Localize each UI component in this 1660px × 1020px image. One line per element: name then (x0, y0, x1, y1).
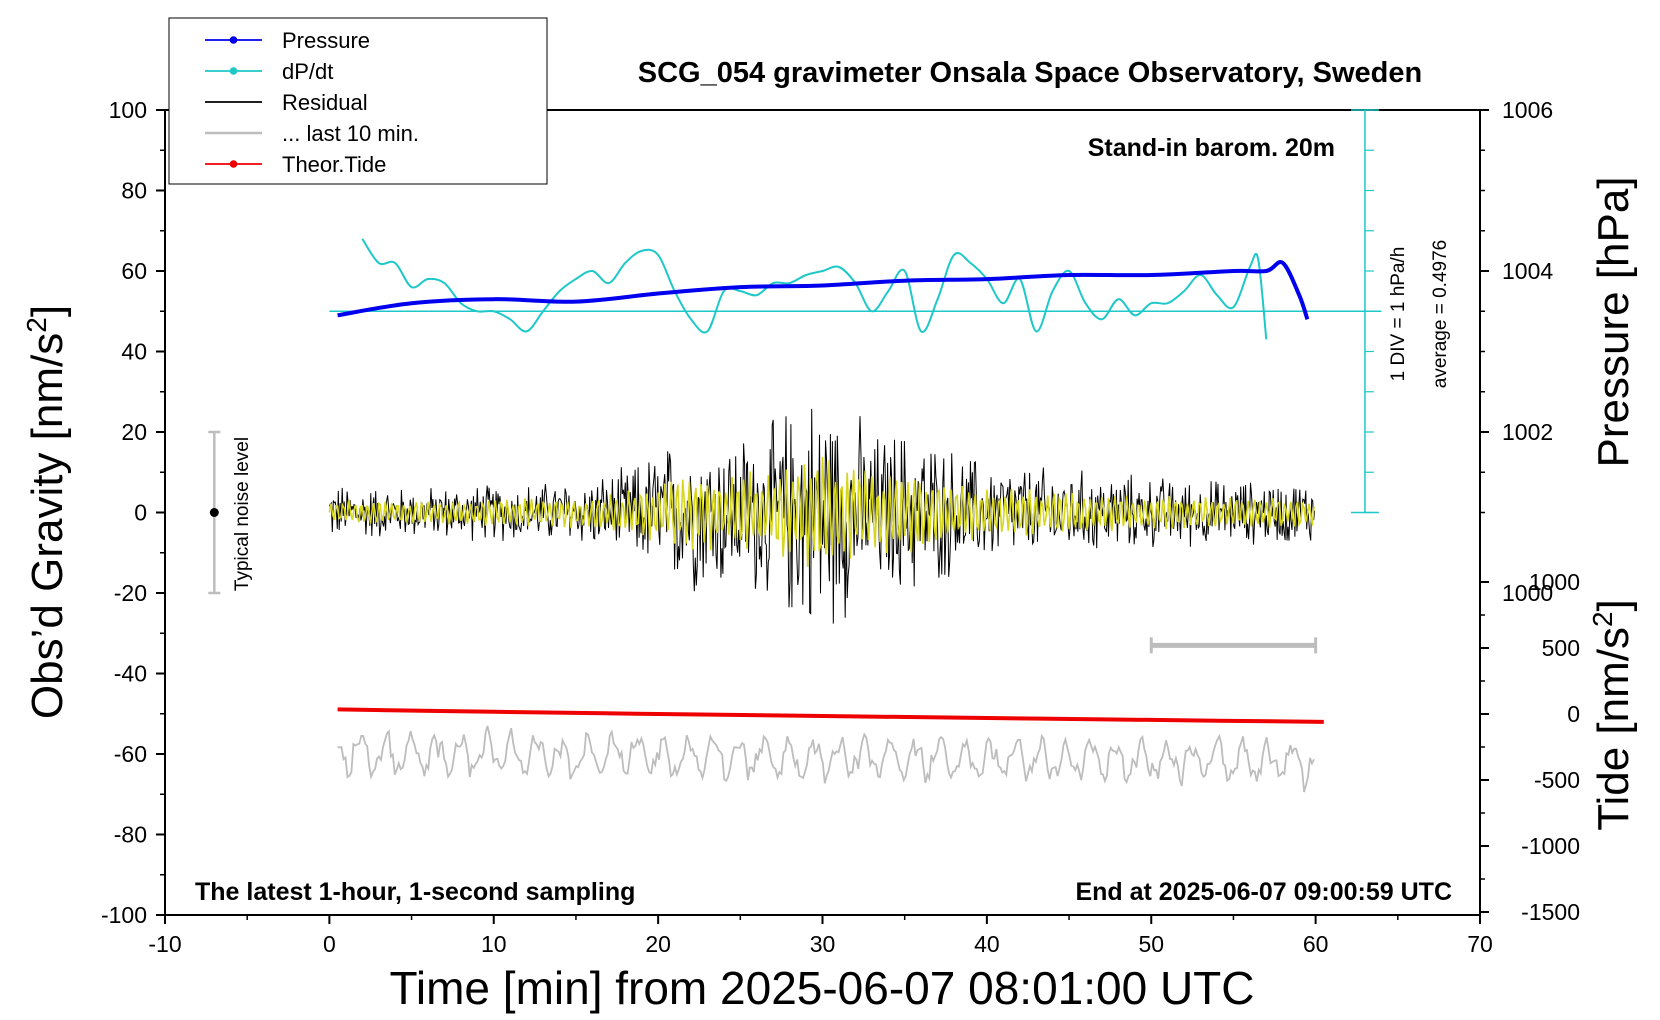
legend-label: Residual (282, 90, 368, 115)
last-10-min-line (337, 725, 1315, 793)
y-tick-label: 20 (121, 419, 147, 445)
legend-marker (229, 36, 238, 44)
legend-label: Pressure (282, 28, 370, 53)
y-tick-label: -80 (114, 822, 147, 848)
chart-title: SCG_054 gravimeter Onsala Space Observat… (638, 57, 1422, 89)
y-tick-label: -60 (114, 741, 147, 767)
x-tick-label: 20 (645, 931, 671, 957)
tide-tick-label: -500 (1534, 767, 1580, 793)
noise-label: Typical noise level (232, 437, 253, 591)
y-tick-label: -20 (114, 580, 147, 606)
tide-tick-label: -1500 (1521, 899, 1580, 925)
tide-tick-label: 500 (1542, 635, 1580, 661)
legend-marker (229, 67, 238, 75)
tide-axis-title: Tide [nm/s2] (1587, 599, 1638, 831)
y-tick-label: -40 (114, 661, 147, 687)
pressure-tick-label: 1004 (1502, 258, 1553, 284)
noise-center-dot (209, 508, 219, 517)
residual-filtered-line (328, 456, 1315, 567)
y-tick-label: 80 (121, 178, 147, 204)
x-tick-label: 50 (1138, 931, 1164, 957)
legend-label: Theor.Tide (282, 152, 386, 177)
legend: Pressure dP/dt Residual ... last 10 min. The… (168, 17, 548, 185)
theor-tide-line (337, 707, 1324, 724)
y-tick-label: 0 (134, 500, 147, 526)
barometer-note: Stand-in barom. 20m (1088, 134, 1335, 162)
y-tick-label: 100 (109, 97, 147, 123)
legend-label: ... last 10 min. (282, 121, 419, 146)
y-tick-label: 40 (121, 339, 147, 365)
legend-marker (229, 160, 238, 168)
tide-tick-label: -1000 (1521, 833, 1580, 859)
pressure-line (337, 260, 1310, 320)
x-tick-label: -10 (148, 931, 181, 957)
series-layer (208, 109, 1382, 793)
legend-box (168, 17, 548, 185)
latest-note: The latest 1-hour, 1-second sampling (195, 878, 635, 906)
div-label: 1 DIV = 1 hPa/h (1388, 247, 1409, 382)
dpdt-line (361, 238, 1268, 340)
x-axis-title: Time [min] from 2025-06-07 08:01:00 UTC (390, 962, 1255, 1014)
pressure-tick-label: 1000 (1502, 580, 1553, 606)
x-tick-label: 40 (974, 931, 1000, 957)
y-tick-label: -100 (101, 902, 147, 928)
tide-tick-label: 1000 (1529, 569, 1580, 595)
x-tick-label: 70 (1467, 931, 1493, 957)
end-note: End at 2025-06-07 09:00:59 UTC (1075, 878, 1452, 906)
tide-tick-label: 0 (1567, 701, 1580, 727)
y-tick-label: 60 (121, 258, 147, 284)
x-tick-label: 10 (481, 931, 507, 957)
pressure-axis-title: Pressure [hPa] (1589, 176, 1638, 467)
x-tick-label: 30 (810, 931, 836, 957)
x-tick-label: 60 (1303, 931, 1329, 957)
y-axis-title: Obs’d Gravity [nm/s2] (21, 305, 72, 719)
legend-label: dP/dt (282, 59, 333, 84)
average-label: average = 0.4976 (1430, 240, 1451, 388)
x-tick-label: 0 (323, 931, 336, 957)
pressure-tick-label: 1002 (1502, 419, 1553, 445)
pressure-tick-label: 1006 (1502, 97, 1553, 123)
axes-layer: -10 0 10 20 30 40 50 60 70100806040200-20-40-60-… (101, 97, 1580, 957)
